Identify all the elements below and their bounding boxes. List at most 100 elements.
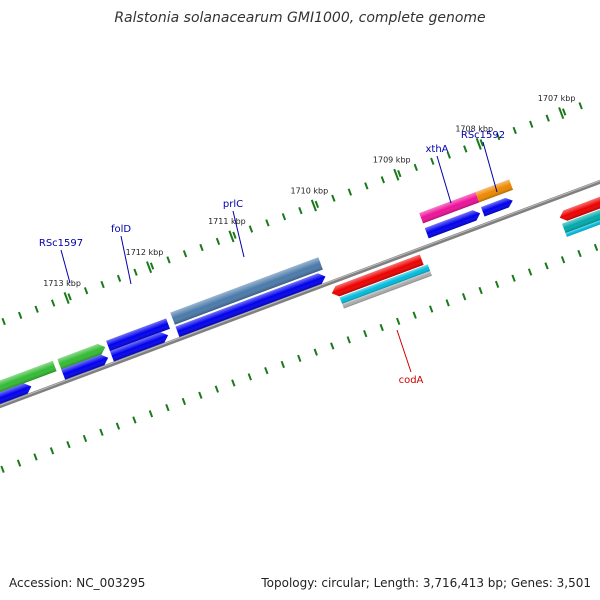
gene-label-leader bbox=[120, 235, 132, 285]
tick-mark bbox=[577, 249, 582, 258]
cds-arrow bbox=[424, 210, 481, 239]
gene-block-xtha bbox=[419, 192, 480, 224]
tick-mark bbox=[496, 132, 501, 141]
tick-mark bbox=[445, 299, 450, 307]
tick-mark bbox=[181, 397, 187, 406]
gene-block-green bbox=[57, 344, 106, 370]
gene-label-prlc[interactable]: prlC bbox=[223, 199, 243, 210]
tick-label: 1709 kbp bbox=[373, 156, 411, 165]
tick-mark bbox=[82, 434, 88, 443]
tick-mark bbox=[67, 293, 72, 301]
tick-mark bbox=[115, 422, 121, 430]
gene-label-coda[interactable]: codA bbox=[399, 375, 424, 386]
gene-block-red bbox=[559, 190, 600, 221]
tick-mark bbox=[100, 280, 105, 289]
tick-mark bbox=[298, 206, 303, 215]
tick-mark bbox=[396, 317, 401, 325]
cds-arrow bbox=[61, 354, 109, 380]
tick-mark bbox=[478, 286, 483, 295]
tick-mark bbox=[562, 108, 567, 116]
cds-arrow bbox=[175, 273, 326, 337]
tick-layer bbox=[0, 102, 599, 473]
tick-mark bbox=[16, 459, 22, 467]
tick-mark bbox=[0, 465, 5, 473]
tick-mark bbox=[247, 373, 252, 381]
backbone-layer bbox=[0, 179, 600, 409]
tick-mark bbox=[512, 126, 517, 135]
tick-mark bbox=[545, 114, 550, 122]
gene-block-cyan-thin bbox=[565, 210, 600, 237]
genome-summary-text: Topology: circular; Length: 3,716,413 bp… bbox=[261, 576, 591, 590]
gene-label-xtha[interactable]: xthA bbox=[425, 144, 448, 155]
tick-mark bbox=[248, 225, 254, 233]
cds-arrow bbox=[109, 332, 169, 362]
tick-mark bbox=[148, 410, 154, 418]
tick-mark bbox=[1, 317, 6, 326]
tick-label: 1707 kbp bbox=[538, 94, 576, 103]
tick-major bbox=[558, 107, 565, 120]
map-title: Ralstonia solanacearum GMI1000, complete… bbox=[114, 10, 486, 26]
tick-mark bbox=[280, 360, 285, 369]
gene-block-teal bbox=[562, 201, 600, 234]
tick-mark bbox=[363, 330, 368, 338]
tick-mark bbox=[231, 379, 236, 387]
tick-mark bbox=[214, 385, 220, 393]
tick-label: 1708 kbp bbox=[455, 125, 493, 134]
tick-mark bbox=[347, 188, 353, 196]
gene-block-green bbox=[0, 360, 57, 401]
tick-label: 1710 kbp bbox=[290, 186, 328, 195]
gene-label-leader bbox=[232, 210, 245, 258]
tick-mark bbox=[165, 404, 170, 412]
tick-rail-upper bbox=[1, 102, 583, 326]
cds-block bbox=[106, 318, 170, 352]
gene-block-cyan bbox=[339, 264, 431, 304]
tick-mark bbox=[33, 453, 38, 461]
tick-mark bbox=[232, 231, 237, 239]
tick-label: 1712 kbp bbox=[126, 248, 164, 257]
tick-mark bbox=[83, 287, 89, 295]
tick-mark bbox=[17, 311, 23, 319]
gene-block-gray bbox=[342, 270, 432, 309]
tick-mark bbox=[66, 440, 71, 449]
genome-backbone bbox=[0, 179, 600, 409]
tick-mark bbox=[265, 219, 270, 227]
tick-mark bbox=[116, 274, 122, 283]
tick-mark bbox=[379, 323, 384, 332]
tick-mark bbox=[199, 243, 204, 252]
tick-mark bbox=[560, 256, 566, 264]
tick-mark bbox=[529, 120, 534, 128]
tick-mark bbox=[412, 311, 417, 319]
tick-label: 1713 kbp bbox=[43, 279, 81, 288]
tick-mark bbox=[99, 428, 104, 436]
gene-label-leader bbox=[482, 141, 498, 193]
accession-text: Accession: NC_003295 bbox=[9, 576, 146, 590]
tick-mark bbox=[133, 268, 138, 276]
tick-mark bbox=[331, 194, 336, 202]
label-layer: 1707 kbp 1708 kbp 1709 kbp 1710 kbp 1711 kbp… bbox=[39, 94, 576, 386]
tick-mark bbox=[461, 293, 467, 301]
gene-label-fold[interactable]: folD bbox=[111, 224, 131, 235]
tick-mark bbox=[430, 157, 435, 165]
tick-mark bbox=[527, 268, 533, 276]
tick-mark bbox=[330, 342, 335, 350]
tick-label: 1711 kbp bbox=[208, 217, 246, 226]
tick-major bbox=[228, 230, 235, 243]
tick-mark bbox=[578, 102, 583, 110]
tick-mark bbox=[413, 163, 418, 172]
tick-mark bbox=[463, 145, 468, 153]
tick-major bbox=[63, 292, 70, 304]
tick-mark bbox=[49, 447, 55, 455]
tick-mark bbox=[544, 262, 549, 270]
gene-label-rsc1597[interactable]: RSc1597 bbox=[39, 238, 83, 249]
gene-block-prlc bbox=[170, 257, 323, 325]
tick-mark bbox=[314, 200, 320, 209]
tick-mark bbox=[429, 305, 434, 313]
tick-mark bbox=[380, 176, 385, 184]
tick-mark bbox=[313, 348, 318, 356]
tick-major bbox=[393, 168, 400, 181]
gene-label-rsc1592[interactable]: RSc1592 bbox=[461, 130, 505, 141]
tick-mark bbox=[50, 299, 56, 307]
cds-arrow bbox=[481, 197, 513, 217]
